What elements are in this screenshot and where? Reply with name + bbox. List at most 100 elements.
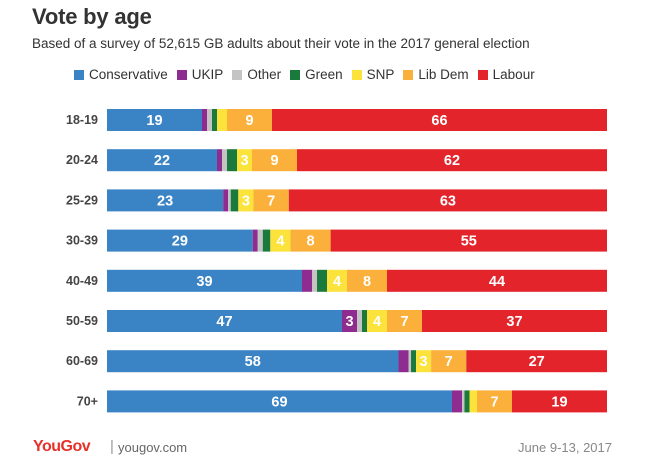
legend-item-lib-dem: Lib Dem (403, 67, 469, 82)
bar-segment-lib-dem (253, 189, 289, 212)
bar-segment-green (411, 350, 417, 373)
bar-segment-ukip (223, 189, 229, 212)
bar-segment-snp (238, 189, 254, 212)
bar-segment-snp (327, 269, 347, 292)
page-subtitle: Based of a survey of 52,615 GB adults ab… (32, 36, 530, 51)
category-label: 20-24 (66, 153, 98, 167)
legend-label: SNP (366, 67, 395, 82)
bar-segment-green (230, 189, 239, 212)
data-label: 58 (245, 354, 261, 370)
bar-segment-labour (512, 390, 607, 413)
legend-swatch (351, 69, 362, 80)
bar-segment-conservative (107, 390, 452, 413)
bar-segment-ukip (452, 390, 462, 413)
bar-segment-labour (387, 269, 607, 292)
data-label: 19 (146, 113, 162, 129)
data-label: 3 (345, 314, 353, 330)
bar-segment-labour (330, 229, 607, 252)
legend-swatch (176, 69, 187, 80)
data-label: 8 (306, 234, 314, 250)
bar-segment-snp (237, 149, 252, 172)
legend-swatch (477, 69, 488, 80)
data-label: 3 (420, 354, 428, 370)
legend-item-green: Green (290, 67, 343, 82)
bar-segment-snp (469, 390, 477, 413)
data-label: 7 (267, 193, 275, 209)
bar-segment-green (362, 310, 367, 332)
data-label: 4 (333, 274, 341, 290)
bar-segment-ukip (252, 229, 258, 252)
legend-label: Lib Dem (418, 67, 469, 82)
data-label: 22 (154, 153, 170, 169)
data-label: 69 (271, 394, 287, 410)
bar-segment-conservative (107, 109, 202, 131)
bar-segment-other (207, 109, 212, 131)
data-label: 23 (157, 193, 173, 209)
bar-segment-green (227, 149, 237, 172)
bar-segment-lib-dem (252, 149, 297, 172)
data-label: 4 (276, 234, 284, 250)
bar-segment-conservative (107, 149, 217, 172)
category-label: 60-69 (66, 354, 98, 368)
category-label: 70+ (77, 394, 98, 408)
category-label: 30-39 (66, 234, 98, 248)
bar-segment-labour (466, 350, 607, 373)
legend-swatch (290, 69, 301, 80)
legend-label: Labour (492, 67, 535, 82)
bar-segment-lib-dem (387, 310, 422, 332)
bar-segment-snp (416, 350, 432, 373)
data-label: 47 (216, 314, 232, 330)
bar-segment-labour (288, 189, 607, 212)
page-title: Vote by age (32, 4, 152, 29)
legend-item-other: Other (232, 67, 281, 82)
category-label: 40-49 (66, 274, 98, 288)
bar-segment-lib-dem (290, 229, 331, 252)
yougov-logo: YouGov (33, 438, 91, 455)
legend-label: Conservative (89, 67, 168, 82)
data-label: 63 (440, 193, 456, 209)
data-label: 29 (172, 234, 188, 250)
data-label: 3 (242, 193, 250, 209)
footer-separator: | (110, 438, 114, 455)
data-label: 44 (489, 274, 505, 290)
bar-segment-ukip (302, 269, 312, 292)
data-label: 4 (373, 314, 381, 330)
bar-segment-labour (297, 149, 607, 172)
bar-segment-snp (217, 109, 227, 131)
data-label: 66 (431, 113, 447, 129)
bar-segment-conservative (107, 269, 302, 292)
bar-segment-green (464, 390, 470, 413)
legend-swatch (232, 69, 243, 80)
bar-segment-lib-dem (431, 350, 467, 373)
footer-url[interactable]: yougov.com (118, 440, 188, 455)
bar-segment-lib-dem (477, 390, 512, 413)
bar-segment-conservative (107, 310, 342, 332)
bar-segment-ukip (202, 109, 207, 131)
bar-segment-snp (367, 310, 387, 332)
bar-segment-other (312, 269, 317, 292)
category-label: 50-59 (66, 314, 98, 328)
legend-label: Green (305, 67, 343, 82)
bar-segment-other (408, 350, 412, 373)
bar-segment-labour (422, 310, 607, 332)
data-label: 19 (551, 394, 567, 410)
legend-label: UKIP (191, 67, 224, 82)
bar-segment-labour (272, 109, 607, 131)
data-label: 3 (240, 153, 248, 169)
data-label: 27 (529, 354, 545, 370)
data-label: 9 (270, 153, 278, 169)
data-label: 9 (245, 113, 253, 129)
data-label: 7 (445, 354, 453, 370)
legend-swatch (74, 69, 84, 80)
bar-segment-other (257, 229, 263, 252)
category-label: 25-29 (66, 193, 98, 207)
category-label: 18-19 (66, 113, 98, 127)
bar-segment-other (222, 149, 227, 172)
bar-segment-other (462, 390, 465, 413)
survey-date: June 9-13, 2017 (518, 440, 612, 455)
data-label: 7 (490, 394, 498, 410)
data-label: 55 (461, 234, 477, 250)
bar-segment-lib-dem (227, 109, 272, 131)
legend-item-conservative: Conservative (74, 67, 168, 82)
